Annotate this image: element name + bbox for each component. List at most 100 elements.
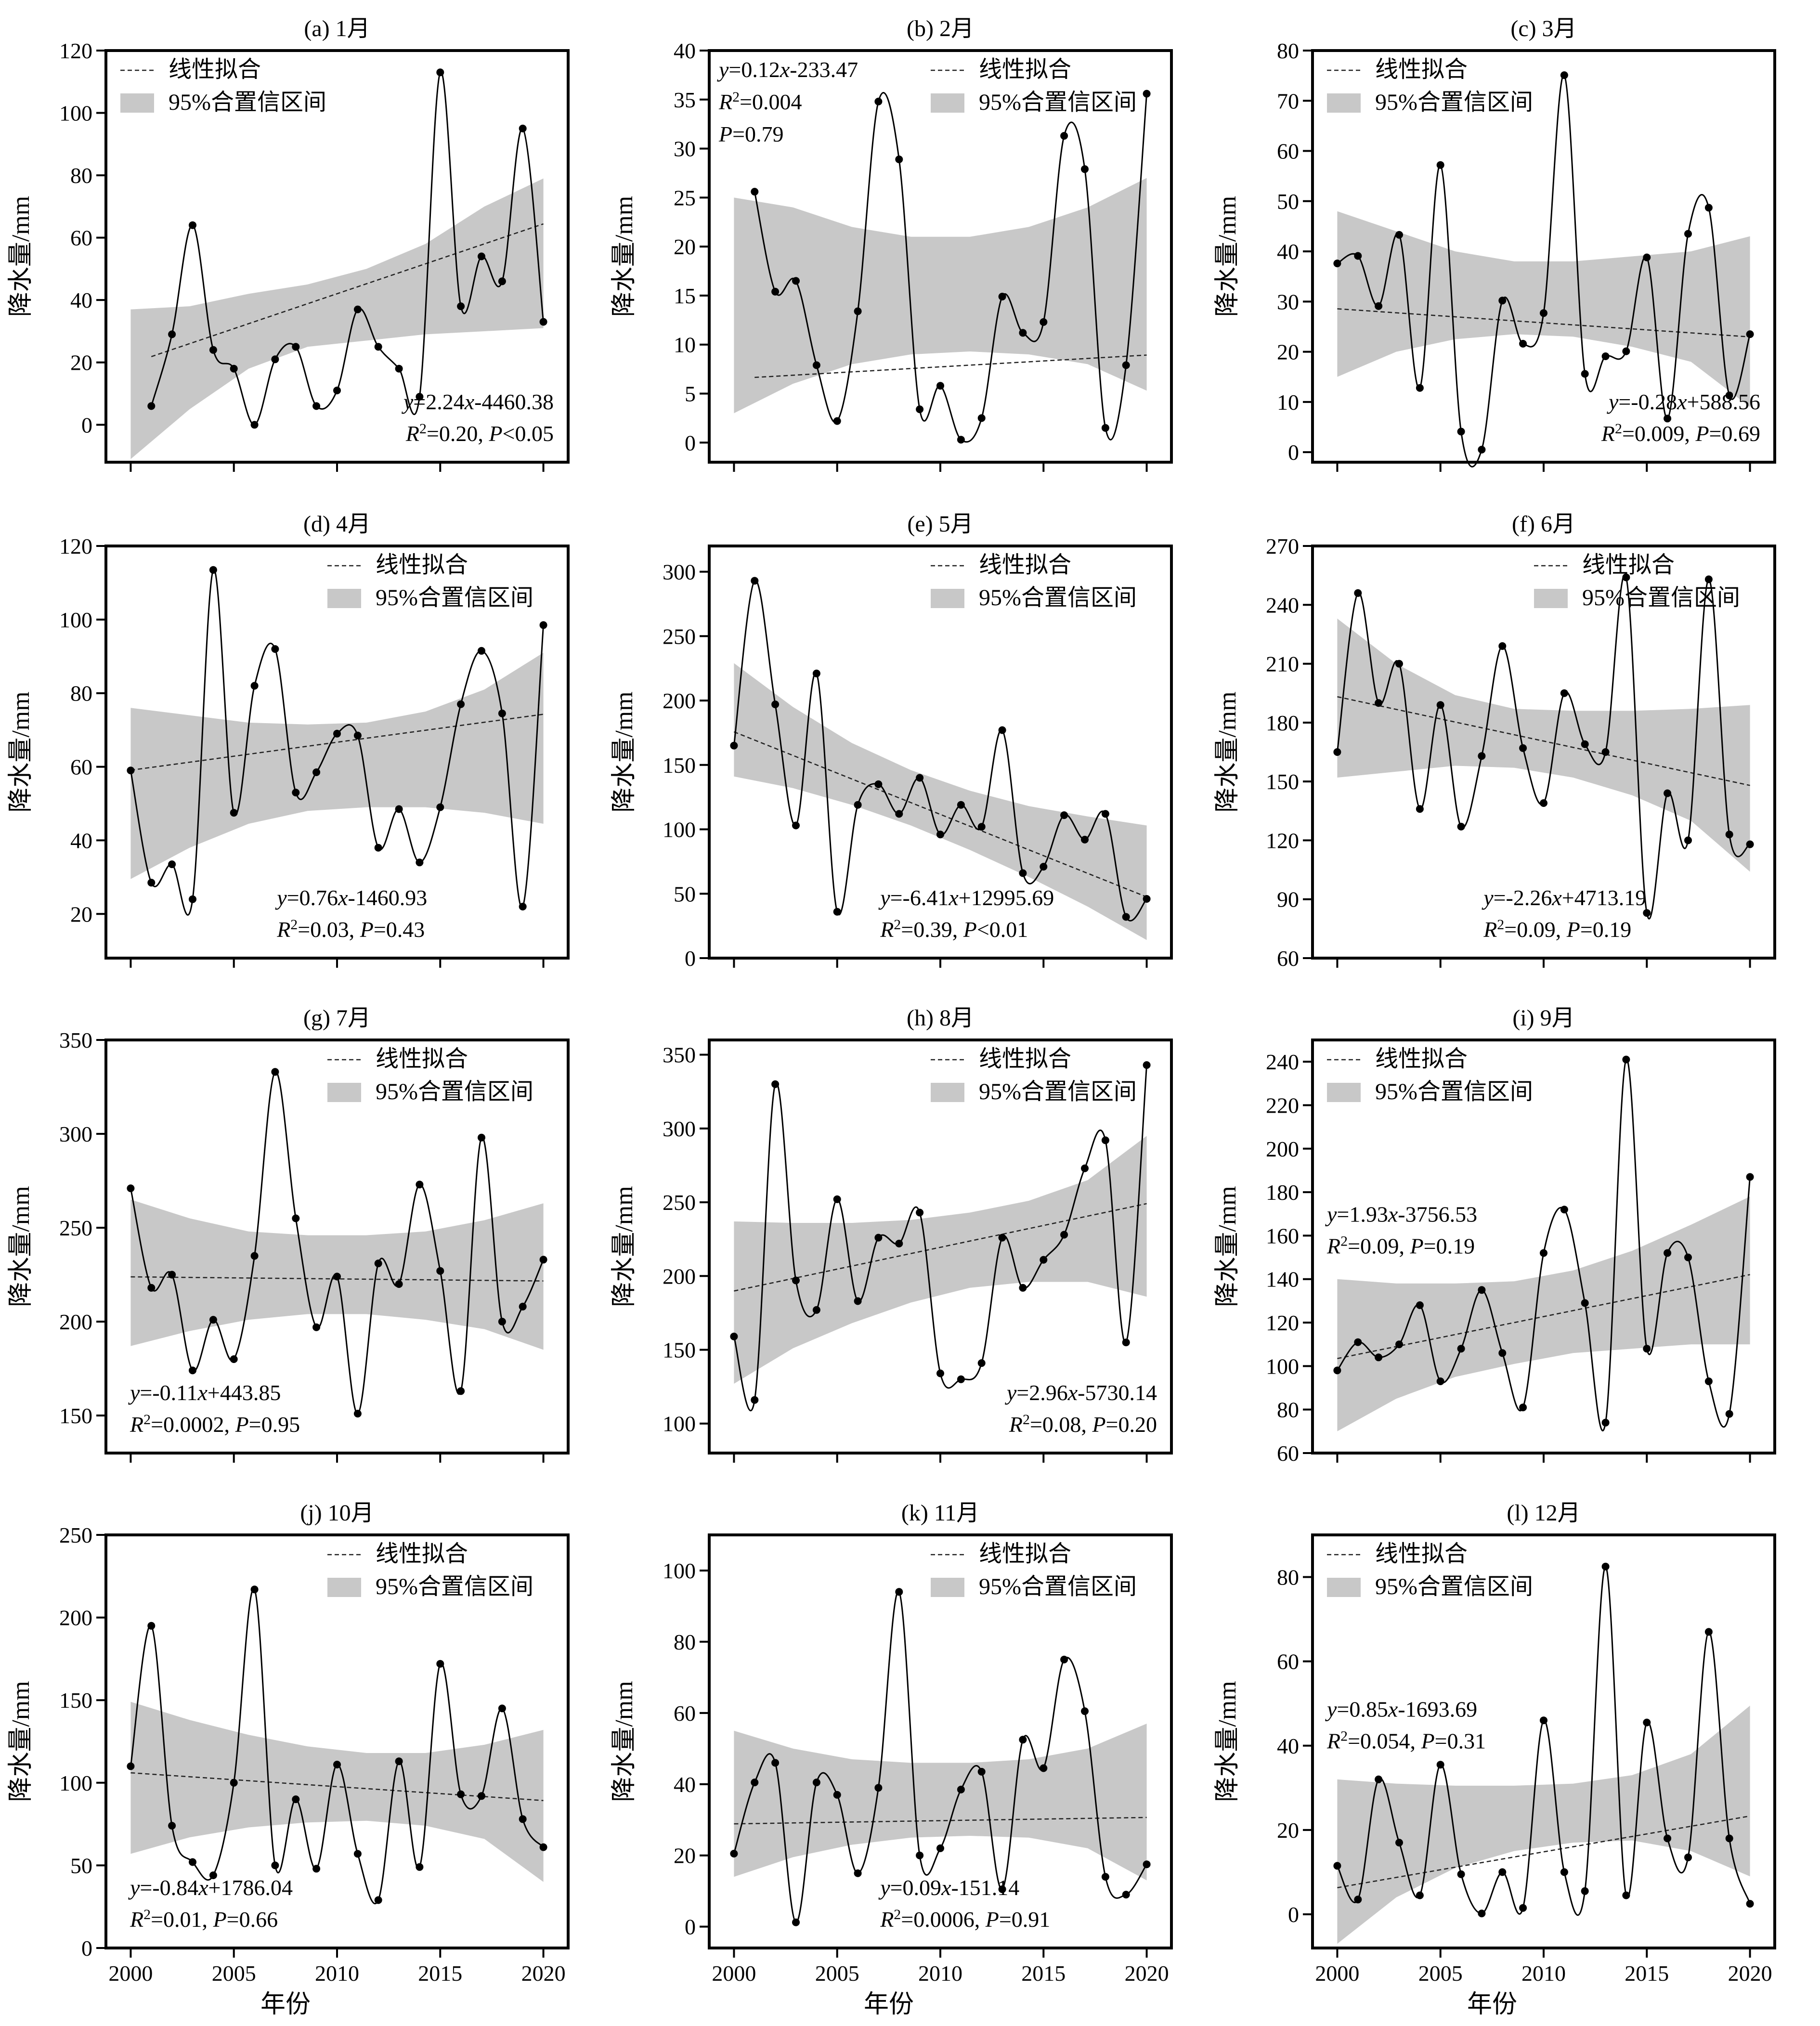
legend-fit-label: 线性拟合 bbox=[376, 1541, 468, 1567]
fit-statistics: R2=0.009, P=0.69 bbox=[1601, 421, 1760, 446]
data-point bbox=[1375, 1775, 1383, 1783]
y-tick-label: 20 bbox=[1277, 1818, 1299, 1843]
fit-statistics-part: P bbox=[985, 1907, 999, 1932]
data-point bbox=[1519, 339, 1527, 348]
y-tick-label: 60 bbox=[1277, 1649, 1299, 1674]
fit-equation-part: x bbox=[1677, 390, 1687, 414]
data-point bbox=[230, 809, 238, 817]
legend-fit-label: 线性拟合 bbox=[979, 552, 1071, 578]
data-point bbox=[895, 1239, 903, 1247]
fit-statistics-part: P bbox=[963, 917, 977, 942]
data-point bbox=[792, 1918, 800, 1926]
data-point bbox=[478, 1792, 485, 1800]
data-point bbox=[771, 1759, 780, 1767]
fit-statistics-part: P bbox=[1092, 1412, 1105, 1437]
y-tick-label: 25 bbox=[674, 185, 696, 210]
fit-equation-part: -151.14 bbox=[951, 1875, 1019, 1900]
data-point bbox=[977, 823, 986, 831]
data-point bbox=[312, 402, 321, 410]
fit-equation-part: y bbox=[128, 1380, 140, 1405]
x-axis-label: 年份 bbox=[260, 1991, 311, 2018]
linear-fit-line bbox=[734, 1817, 1147, 1825]
y-tick-label: 20 bbox=[70, 902, 92, 926]
data-point bbox=[792, 821, 800, 830]
data-point bbox=[1060, 132, 1068, 140]
data-point bbox=[771, 287, 780, 296]
data-point bbox=[1333, 1366, 1341, 1375]
y-tick-label: 0 bbox=[685, 946, 696, 971]
data-point bbox=[539, 621, 547, 629]
legend-fit-label: 线性拟合 bbox=[1375, 1541, 1468, 1567]
confidence-band bbox=[734, 1724, 1147, 1881]
data-point bbox=[1457, 1345, 1465, 1353]
y-tick-label: 20 bbox=[674, 1844, 696, 1868]
y-tick-label: 100 bbox=[59, 608, 92, 632]
data-point bbox=[812, 361, 820, 369]
data-point bbox=[519, 124, 527, 132]
legend-fit-label: 线性拟合 bbox=[979, 57, 1071, 82]
data-point bbox=[147, 1284, 156, 1292]
data-point bbox=[333, 729, 341, 738]
data-point bbox=[1040, 863, 1048, 871]
fit-statistics-part: 2 bbox=[894, 1907, 901, 1922]
data-point bbox=[478, 252, 485, 260]
fit-equation: y=2.24x-4460.38 bbox=[402, 390, 554, 414]
data-point bbox=[957, 436, 965, 444]
data-point bbox=[833, 908, 841, 916]
data-point bbox=[1416, 384, 1424, 392]
y-tick-label: 200 bbox=[1266, 1137, 1299, 1161]
data-point bbox=[168, 330, 176, 338]
fit-statistics-part: =0.08, bbox=[1030, 1412, 1092, 1437]
data-point bbox=[977, 1359, 986, 1367]
fit-statistics-part: R bbox=[1326, 1234, 1340, 1259]
fit-statistics-part: 2 bbox=[1023, 1412, 1030, 1428]
data-point bbox=[1375, 302, 1383, 310]
linear-fit-line bbox=[754, 354, 1147, 378]
data-point bbox=[1643, 1718, 1651, 1727]
confidence-band bbox=[1337, 618, 1750, 872]
y-tick-label: 60 bbox=[1277, 139, 1299, 164]
fit-equation-part: y bbox=[1325, 1697, 1337, 1722]
data-point bbox=[730, 1332, 738, 1340]
fit-statistics-part: P bbox=[1566, 917, 1580, 942]
data-point bbox=[1540, 1249, 1547, 1257]
y-tick-label: 300 bbox=[663, 1117, 696, 1141]
legend-ci-label: 95%合置信区间 bbox=[979, 1079, 1137, 1104]
y-tick-label: 40 bbox=[674, 39, 696, 63]
legend-ci-swatch bbox=[1534, 589, 1568, 608]
data-point bbox=[1622, 1055, 1630, 1064]
y-tick-label: 350 bbox=[663, 1043, 696, 1067]
data-point bbox=[395, 1280, 403, 1288]
data-point bbox=[936, 1369, 944, 1377]
data-point bbox=[1019, 869, 1027, 877]
x-tick-label: 2005 bbox=[212, 1961, 256, 1986]
fit-equation-part: y bbox=[1005, 1380, 1017, 1405]
fit-statistics: R2=0.09, P=0.19 bbox=[1483, 917, 1631, 942]
fit-statistics-part: P bbox=[1421, 1729, 1435, 1753]
data-point bbox=[333, 1273, 341, 1281]
y-tick-label: 200 bbox=[59, 1310, 92, 1334]
data-point bbox=[1354, 1896, 1362, 1904]
fit-equation-part: =0.85 bbox=[1337, 1697, 1388, 1722]
fit-equation-part: +1786.04 bbox=[208, 1875, 293, 1900]
confidence-band bbox=[130, 652, 544, 879]
y-axis-label: 降水量/mm bbox=[1214, 691, 1241, 812]
data-point bbox=[271, 645, 279, 653]
y-tick-label: 120 bbox=[59, 39, 92, 63]
data-point bbox=[189, 895, 196, 903]
series-line bbox=[733, 1065, 1148, 1412]
data-point bbox=[436, 1660, 444, 1668]
fit-statistics-part: 2 bbox=[143, 1907, 151, 1922]
fit-equation-part: =0.12 bbox=[728, 57, 780, 82]
data-point bbox=[1478, 1286, 1486, 1294]
fit-equation-part: -4460.38 bbox=[474, 390, 554, 414]
data-point bbox=[751, 577, 759, 585]
fit-statistics: R2=0.20, P<0.05 bbox=[405, 421, 554, 446]
data-point bbox=[1478, 752, 1486, 760]
data-point bbox=[916, 774, 924, 782]
data-point bbox=[1436, 1377, 1444, 1385]
fit-statistics: R2=0.03, P=0.43 bbox=[276, 917, 425, 942]
legend-ci-label: 95%合置信区间 bbox=[979, 1574, 1137, 1599]
data-point bbox=[1122, 1891, 1130, 1899]
